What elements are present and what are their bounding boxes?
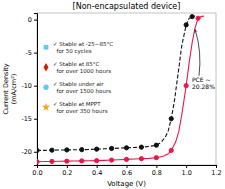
tick-mark — [34, 152, 37, 153]
tick-mark — [186, 165, 187, 168]
point — [109, 158, 113, 162]
point — [95, 159, 99, 163]
point — [139, 145, 143, 149]
tick: -5 — [26, 49, 37, 57]
point — [169, 117, 173, 121]
tick-mark — [216, 165, 217, 168]
tick-label: -10 — [21, 82, 32, 90]
annotation-arrow — [195, 30, 200, 76]
point — [184, 23, 188, 27]
tick-label: 0.2 — [62, 169, 72, 177]
annotation: ✓ Stable under air for over 1500 hours — [53, 81, 111, 94]
tick-label: 0.6 — [122, 169, 132, 177]
tick-label: -5 — [26, 49, 32, 57]
tick-label: 0.0 — [32, 169, 42, 177]
point — [124, 157, 128, 161]
chart: 0.0 0.2 0.4 0.6 0.8 1.0 1.2 0 -5 -10 -15 -20 PCE ~20… — [0, 0, 225, 189]
tick-label: 1.2 — [211, 169, 221, 177]
text-line: 20.28% — [192, 83, 215, 90]
point — [37, 160, 39, 164]
tick-mark — [34, 119, 37, 120]
text-line: ✓ Stable at -25~85°C — [53, 41, 113, 47]
icon — [43, 85, 48, 90]
text-line: ✓ Stable at MPPT — [53, 101, 101, 107]
icon — [42, 103, 50, 111]
tick-mark — [34, 53, 37, 54]
point — [37, 148, 39, 152]
annotation: ✓ Stable at MPPT for over 350 hours — [53, 101, 108, 114]
marks — [37, 15, 204, 164]
text-line: for 50 cycles — [53, 48, 92, 55]
tick: 0.8 — [152, 165, 162, 177]
tick-mark — [67, 165, 68, 168]
tick-label: -15 — [21, 115, 32, 123]
point — [196, 16, 200, 20]
plot: 0.0 0.2 0.4 0.6 0.8 1.0 1.2 0 -5 -10 -15 -20 PCE ~20… — [21, 13, 221, 177]
text-line: (mA/cm²) — [10, 74, 18, 105]
annotation: ✓ Stable at 85°C for over 1000 hours — [53, 61, 111, 74]
tick-mark — [97, 165, 98, 168]
annotation: ✓ Stable at -25~85°C for 50 cycles — [53, 41, 113, 55]
title: [Non-encapsulated device] — [73, 2, 181, 11]
text-line: PCE ~ — [192, 76, 211, 83]
y-axis-title: Current Density(mA/cm²) — [2, 63, 18, 114]
tick: 0 — [28, 16, 37, 24]
icon — [44, 45, 49, 50]
x-axis: 0.0 0.2 0.4 0.6 0.8 1.0 1.2 — [32, 165, 221, 177]
axis-line — [34, 14, 38, 166]
tick-label: 1.0 — [181, 169, 191, 177]
line — [37, 16, 195, 150]
point — [154, 156, 158, 160]
point — [109, 146, 113, 150]
tick-mark — [34, 86, 37, 87]
tick: 0.4 — [92, 165, 102, 177]
point — [95, 147, 99, 151]
point — [154, 143, 158, 147]
point — [124, 146, 128, 150]
tick: 0.0 — [32, 165, 42, 177]
point — [169, 148, 173, 152]
point — [50, 148, 54, 152]
annotations: PCE ~20.28% ✓ Stable at MPPT for over 350… — [42, 30, 215, 114]
tick-label: -20 — [21, 148, 32, 156]
tick: 1.0 — [181, 165, 191, 177]
tick: 0.6 — [122, 165, 132, 177]
text-line: for over 350 hours — [53, 108, 108, 114]
tick: -10 — [21, 82, 37, 90]
point — [80, 148, 84, 152]
x-axis-title: Voltage (V) — [107, 180, 146, 188]
point — [50, 159, 54, 163]
tick: -15 — [21, 115, 37, 123]
tick-mark — [156, 165, 157, 168]
tick-mark — [127, 165, 128, 168]
text-line: for over 1000 hours — [53, 68, 111, 74]
tick: 0.2 — [62, 165, 72, 177]
point — [139, 157, 143, 161]
text-line: ✓ Stable at 85°C — [53, 61, 100, 67]
tick-mark — [34, 20, 37, 21]
point — [65, 159, 69, 163]
y-axis: 0 -5 -10 -15 -20 — [21, 14, 37, 166]
tick: -20 — [21, 148, 37, 156]
tick: 1.2 — [211, 165, 221, 177]
point — [184, 84, 188, 88]
plot-frame — [37, 13, 216, 165]
tick-label: 0 — [28, 16, 32, 24]
point — [190, 15, 194, 19]
text-line: for over 1500 hours — [53, 88, 111, 94]
point — [65, 148, 69, 152]
tick-label: 0.8 — [152, 169, 162, 177]
annotation: PCE ~20.28% — [192, 76, 215, 90]
line — [37, 16, 204, 162]
text-line: ✓ Stable under air — [53, 81, 104, 87]
point — [80, 159, 84, 163]
icon — [43, 63, 48, 72]
tick-label: 0.4 — [92, 169, 102, 177]
